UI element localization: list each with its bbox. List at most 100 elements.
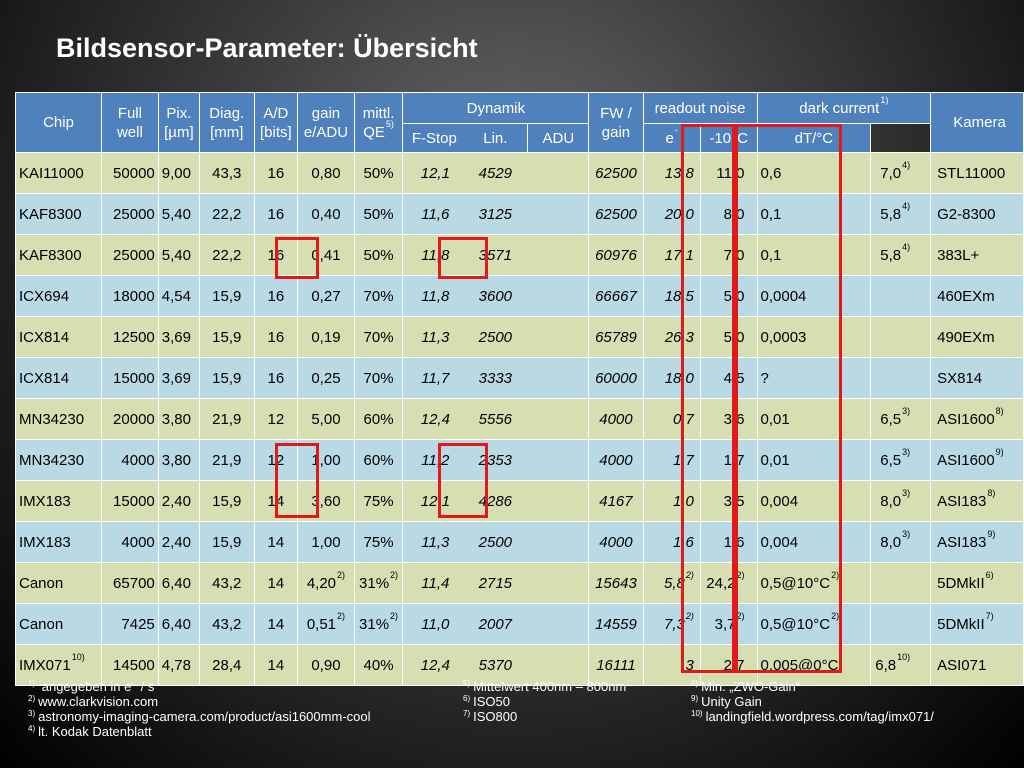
cell-readout-e: 8,0: [699, 193, 758, 235]
cell-gain: 0,19: [297, 316, 355, 358]
cell-ad-bits: 14: [253, 562, 299, 604]
cell-qe: 50%: [353, 234, 404, 276]
cell-diagonal: 22,2: [199, 193, 255, 235]
cell-kamera: 383L+: [930, 234, 1024, 276]
table-row: ICX814 15000 3,69 15,9 16 0,25 70% 11,7 3333 6000…: [15, 357, 1024, 399]
cell-dark-dt: [870, 562, 932, 604]
cell-dark-dt: 7,04): [870, 152, 932, 194]
cell-pixel-size: 3,69: [157, 357, 201, 399]
cell-fw-gain: 15643: [588, 562, 644, 604]
cell-dark-dt: 6,53): [870, 398, 932, 440]
cell-ad-bits: 12: [253, 398, 299, 440]
table-row: IMX07110) 14500 4,78 28,4 14 0,90 40% 12,4 5370 1…: [15, 644, 1024, 686]
cell-gain: 0,80: [297, 152, 355, 194]
cell-pixel-size: 4,54: [157, 275, 201, 317]
cell-dark-minus10: 0,6: [756, 152, 872, 194]
cell-gain: 1,00: [297, 439, 355, 481]
footnote: 6) ISO50: [463, 694, 510, 709]
cell-kamera: 460EXm: [930, 275, 1024, 317]
cell-full-well: 20000: [100, 398, 159, 440]
cell-kamera: 5DMkII7): [930, 603, 1024, 645]
cell-full-well: 4000: [100, 521, 159, 563]
header-qe: mittl. QE5): [353, 92, 404, 153]
cell-ad-bits: 16: [253, 234, 299, 276]
header-dynamik: Dynamik: [402, 92, 590, 124]
cell-qe: 31%2): [353, 603, 404, 645]
cell-readout-e: 2,7: [699, 644, 758, 686]
table-row: Canon 65700 6,40 43,2 14 4,202) 31%2) 11,4 2715 1…: [15, 562, 1024, 604]
cell-gain: 0,512): [297, 603, 355, 645]
table-row: ICX814 12500 3,69 15,9 16 0,19 70% 11,3 2500 6578…: [15, 316, 1024, 358]
cell-chip: IMX183: [15, 521, 102, 563]
cell-fw-gain: 4000: [588, 521, 644, 563]
cell-chip: KAI11000: [15, 152, 102, 194]
cell-fw-gain: 4167: [588, 480, 644, 522]
cell-dark-dt: 6,810): [870, 644, 932, 686]
cell-dark-minus10: 0,004: [756, 521, 872, 563]
footnote: 3) astronomy-imaging-camera.com/product/a…: [28, 709, 371, 724]
footnote: 4) lt. Kodak Datenblatt: [28, 724, 152, 739]
cell-chip: Canon: [15, 603, 102, 645]
cell-full-well: 12500: [100, 316, 159, 358]
cell-dynamik: 11,6 3125: [402, 193, 590, 235]
cell-qe: 75%: [353, 521, 404, 563]
cell-dynamik: 11,8 3600: [402, 275, 590, 317]
cell-qe: 70%: [353, 316, 404, 358]
footnote: 9) Unity Gain: [691, 694, 762, 709]
cell-dark-minus10: 0,5@10°C2): [756, 603, 872, 645]
cell-qe: 70%: [353, 357, 404, 399]
cell-readout-adu: 13,8: [642, 152, 701, 194]
cell-readout-adu: 1,6: [642, 521, 701, 563]
cell-diagonal: 43,2: [199, 562, 255, 604]
table-body: KAI11000 50000 9,00 43,3 16 0,80 50% 12,1 4529 62…: [15, 152, 1024, 686]
table-row: MN34230 4000 3,80 21,9 12 1,00 60% 11,2 2353 4000…: [15, 439, 1024, 481]
cell-dark-minus10: 0,0003: [756, 316, 872, 358]
cell-qe: 60%: [353, 439, 404, 481]
cell-pixel-size: 5,40: [157, 234, 201, 276]
cell-qe: 50%: [353, 193, 404, 235]
cell-diagonal: 21,9: [199, 439, 255, 481]
cell-qe: 40%: [353, 644, 404, 686]
cell-gain: 4,202): [297, 562, 355, 604]
cell-gain: 5,00: [297, 398, 355, 440]
footnote: 10) landingfield.wordpress.com/tag/imx071…: [691, 709, 934, 724]
cell-kamera: ASI16008): [930, 398, 1024, 440]
cell-dark-dt: 8,03): [870, 480, 932, 522]
sensor-table: Chip Full well Pix. [µm] Diag. [mm] A/D [bit…: [15, 92, 1024, 686]
cell-dark-dt: [870, 275, 932, 317]
cell-diagonal: 15,9: [199, 521, 255, 563]
cell-chip: ICX814: [15, 316, 102, 358]
cell-chip: KAF8300: [15, 193, 102, 235]
table-row: KAF8300 25000 5,40 22,2 16 0,40 50% 11,6 3125 625…: [15, 193, 1024, 235]
cell-kamera: G2-8300: [930, 193, 1024, 235]
footnotes-left: 1) angegeben in e- / s 2) www.clarkvision.…: [28, 679, 370, 739]
cell-fw-gain: 62500: [588, 193, 644, 235]
cell-readout-e: 5,0: [699, 316, 758, 358]
cell-chip: MN34230: [15, 439, 102, 481]
cell-full-well: 25000: [100, 193, 159, 235]
cell-chip: KAF8300: [15, 234, 102, 276]
cell-fw-gain: 4000: [588, 439, 644, 481]
cell-full-well: 65700: [100, 562, 159, 604]
cell-gain: 0,27: [297, 275, 355, 317]
cell-pixel-size: 5,40: [157, 193, 201, 235]
cell-qe: 50%: [353, 152, 404, 194]
cell-gain: 3,60: [297, 480, 355, 522]
cell-dark-dt: 6,53): [870, 439, 932, 481]
header-ad-bits: A/D [bits]: [253, 92, 299, 153]
cell-pixel-size: 6,40: [157, 562, 201, 604]
cell-full-well: 18000: [100, 275, 159, 317]
cell-diagonal: 15,9: [199, 316, 255, 358]
cell-dynamik: 12,4 5370: [402, 644, 590, 686]
cell-dark-dt: 5,84): [870, 193, 932, 235]
cell-kamera: SX814: [930, 357, 1024, 399]
cell-kamera: ASI071: [930, 644, 1024, 686]
cell-chip: IMX07110): [15, 644, 102, 686]
cell-dark-minus10: ?: [756, 357, 872, 399]
table-row: IMX183 15000 2,40 15,9 14 3,60 75% 12,1 4286 4167…: [15, 480, 1024, 522]
cell-readout-adu: 3: [642, 644, 701, 686]
cell-fw-gain: 14559: [588, 603, 644, 645]
cell-qe: 75%: [353, 480, 404, 522]
cell-readout-adu: 18,5: [642, 275, 701, 317]
cell-qe: 31%2): [353, 562, 404, 604]
